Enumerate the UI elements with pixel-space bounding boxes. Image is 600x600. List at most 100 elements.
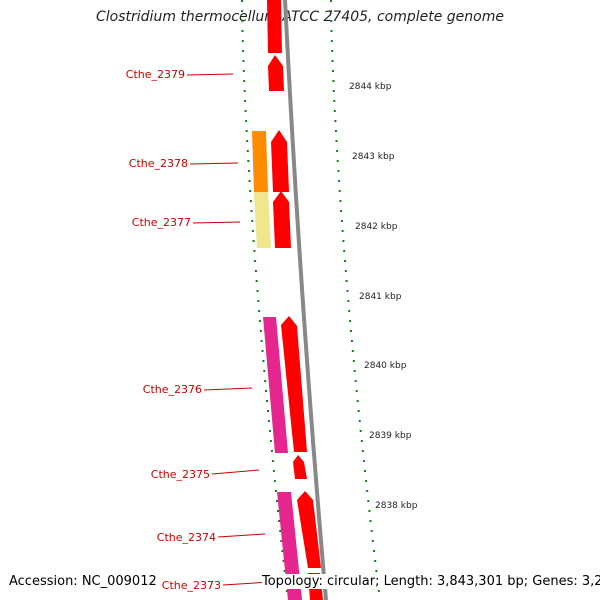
- tick-mark: [333, 110, 336, 112]
- tick-mark: [272, 470, 275, 472]
- tick-mark: [262, 360, 265, 362]
- tick-mark: [330, 20, 333, 22]
- tick-mark: [341, 230, 344, 232]
- tick-mark: [248, 180, 251, 182]
- tick-mark: [250, 210, 253, 212]
- tick-mark: [340, 220, 343, 222]
- tick-mark: [241, 30, 244, 32]
- tick-mark: [245, 130, 248, 132]
- tick-mark: [337, 170, 340, 172]
- tick-mark: [353, 370, 356, 372]
- tick-mark: [279, 530, 282, 532]
- tick-mark: [252, 240, 255, 242]
- tick-mark: [331, 50, 334, 52]
- tick-mark: [340, 210, 343, 212]
- tick-mark: [362, 460, 365, 462]
- cds-block-cthe-2375[interactable]: [293, 455, 307, 479]
- tick-mark: [365, 480, 368, 482]
- leader-line-cthe-2375: [211, 469, 260, 475]
- scale-labels: 2844 kbp 2843 kbp 2842 kbp 2841 kbp 2840…: [349, 82, 418, 511]
- tick-mark: [330, 10, 333, 12]
- cds-block-cthe-2374[interactable]: [297, 491, 321, 568]
- scale-label-2840-kbp: 2840 kbp: [364, 361, 407, 371]
- cds-block-cthe-2379-upper[interactable]: [267, 0, 282, 53]
- feature-blocks: [252, 0, 323, 600]
- tick-mark: [270, 450, 273, 452]
- tick-mark: [338, 180, 341, 182]
- tick-mark: [355, 390, 358, 392]
- tick-mark: [338, 190, 341, 192]
- tick-mark: [332, 70, 334, 72]
- leader-line-cthe-2374: [217, 533, 266, 538]
- gene-block-cthe-2374[interactable]: [277, 492, 302, 600]
- tick-mark: [269, 440, 272, 442]
- tick-mark: [336, 160, 339, 162]
- gene-label-cthe-2374[interactable]: Cthe_2374: [157, 531, 216, 544]
- tick-mark: [347, 300, 350, 302]
- tick-mark: [369, 520, 372, 522]
- tick-mark: [346, 290, 349, 292]
- tick-mark: [241, 0, 243, 2]
- gene-label-cthe-2378[interactable]: Cthe_2378: [129, 157, 188, 170]
- cds-block-cthe-2377[interactable]: [273, 191, 291, 248]
- genome-backbone: [283, 0, 328, 600]
- tick-mark: [332, 80, 335, 82]
- map-title: Clostridium thermocellum ATCC 27405, com…: [96, 9, 504, 25]
- tick-mark: [373, 550, 375, 552]
- tick-mark: [273, 480, 276, 482]
- tick-mark: [332, 90, 335, 92]
- scale-label-2842-kbp: 2842 kbp: [355, 222, 398, 232]
- tick-mark: [266, 400, 268, 402]
- tick-mark: [371, 540, 374, 542]
- tick-mark: [243, 80, 246, 82]
- tick-mark: [242, 60, 245, 62]
- tick-mark: [251, 230, 254, 232]
- tick-mark: [263, 370, 266, 372]
- cds-block-cthe-2378[interactable]: [271, 130, 289, 192]
- tick-mark: [360, 440, 363, 442]
- tick-mark: [249, 190, 252, 192]
- tick-mark: [368, 510, 371, 512]
- tick-mark: [241, 20, 244, 22]
- gene-block-cthe-2378[interactable]: [252, 131, 268, 192]
- tick-mark: [268, 430, 271, 432]
- gene-label-cthe-2377[interactable]: Cthe_2377: [132, 216, 191, 229]
- gene-label-cthe-2373[interactable]: Cthe_2373: [162, 579, 221, 592]
- tick-mark: [358, 420, 361, 422]
- tick-mark: [336, 150, 339, 152]
- tick-mark: [342, 240, 345, 242]
- tick-mark: [276, 500, 278, 502]
- tick-mark: [374, 560, 377, 562]
- cds-block-cthe-2379[interactable]: [268, 55, 284, 91]
- gene-label-cthe-2376[interactable]: Cthe_2376: [143, 383, 202, 396]
- tick-mark: [366, 490, 369, 492]
- tick-mark: [247, 170, 250, 172]
- inner-tick-ring: [241, 0, 288, 592]
- tick-mark: [352, 360, 355, 362]
- tick-mark: [331, 60, 334, 62]
- tick-mark: [245, 120, 248, 122]
- gene-label-cthe-2379[interactable]: Cthe_2379: [126, 68, 185, 81]
- cds-block-cthe-2376[interactable]: [281, 316, 307, 452]
- tick-mark: [253, 250, 256, 252]
- leader-lines: [186, 73, 271, 586]
- tick-mark: [264, 380, 267, 382]
- gene-block-cthe-2376[interactable]: [263, 317, 288, 453]
- tick-mark: [267, 420, 270, 422]
- tick-mark: [244, 110, 247, 112]
- tick-mark: [357, 410, 360, 412]
- tick-mark: [247, 160, 250, 162]
- leader-line-cthe-2377: [192, 221, 241, 224]
- tick-mark: [334, 130, 337, 132]
- outer-tick-ring: [330, 0, 380, 592]
- leader-line-cthe-2379: [186, 73, 234, 76]
- tick-mark: [354, 380, 357, 382]
- leader-line-cthe-2376: [203, 387, 253, 391]
- gene-label-cthe-2375[interactable]: Cthe_2375: [151, 468, 210, 481]
- tick-mark: [330, 30, 333, 32]
- tick-mark: [242, 70, 245, 72]
- gene-block-cthe-2377[interactable]: [254, 192, 271, 248]
- tick-mark: [241, 10, 244, 12]
- topology-info: Topology: circular; Length: 3,843,301 bp…: [262, 574, 600, 589]
